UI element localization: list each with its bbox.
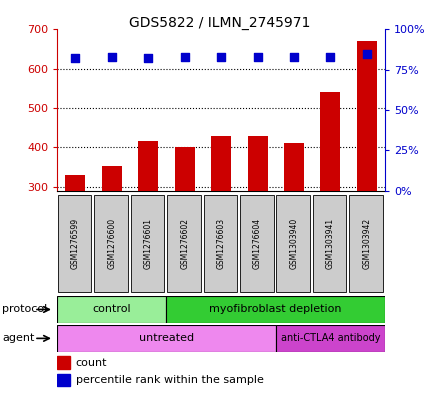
Point — [290, 54, 297, 60]
Bar — [175, 147, 194, 191]
Text: GSM1276601: GSM1276601 — [144, 218, 153, 269]
Text: control: control — [92, 305, 131, 314]
Text: GSM1276603: GSM1276603 — [216, 218, 226, 269]
Text: protocol: protocol — [2, 305, 48, 314]
Bar — [167, 195, 201, 292]
Bar — [57, 356, 70, 369]
Text: GSM1276602: GSM1276602 — [180, 218, 189, 269]
Bar — [357, 41, 377, 191]
Bar — [94, 195, 128, 292]
Point — [181, 54, 188, 60]
Bar — [66, 175, 85, 191]
Text: GSM1276599: GSM1276599 — [71, 218, 80, 269]
Text: GSM1303942: GSM1303942 — [362, 218, 371, 269]
Bar — [131, 195, 164, 292]
Point — [327, 54, 334, 60]
Text: GSM1276604: GSM1276604 — [253, 218, 262, 269]
Bar — [211, 136, 231, 191]
Bar — [204, 195, 237, 292]
Text: count: count — [76, 358, 107, 367]
Text: untreated: untreated — [139, 333, 194, 343]
Bar — [57, 374, 70, 386]
Bar — [248, 136, 268, 191]
Bar — [349, 195, 383, 292]
Text: GDS5822 / ILMN_2745971: GDS5822 / ILMN_2745971 — [129, 16, 311, 30]
Point — [145, 55, 152, 62]
Point — [108, 54, 115, 60]
Bar — [102, 166, 122, 191]
Bar — [276, 195, 310, 292]
Bar — [138, 141, 158, 191]
Point — [254, 54, 261, 60]
Bar — [320, 92, 341, 191]
Point — [363, 50, 370, 57]
Text: GSM1276600: GSM1276600 — [107, 218, 116, 269]
Bar — [313, 195, 346, 292]
Text: anti-CTLA4 antibody: anti-CTLA4 antibody — [281, 333, 380, 343]
Point — [218, 54, 225, 60]
Bar — [240, 195, 274, 292]
Text: GSM1303940: GSM1303940 — [290, 218, 298, 269]
Text: percentile rank within the sample: percentile rank within the sample — [76, 375, 264, 385]
Bar — [58, 195, 92, 292]
Bar — [166, 296, 385, 323]
Text: myofibroblast depletion: myofibroblast depletion — [209, 305, 342, 314]
Bar — [57, 296, 166, 323]
Point — [72, 55, 79, 62]
Bar — [284, 143, 304, 191]
Text: agent: agent — [2, 333, 35, 343]
Text: GSM1303941: GSM1303941 — [326, 218, 335, 269]
Bar — [276, 325, 385, 352]
Bar — [57, 325, 276, 352]
